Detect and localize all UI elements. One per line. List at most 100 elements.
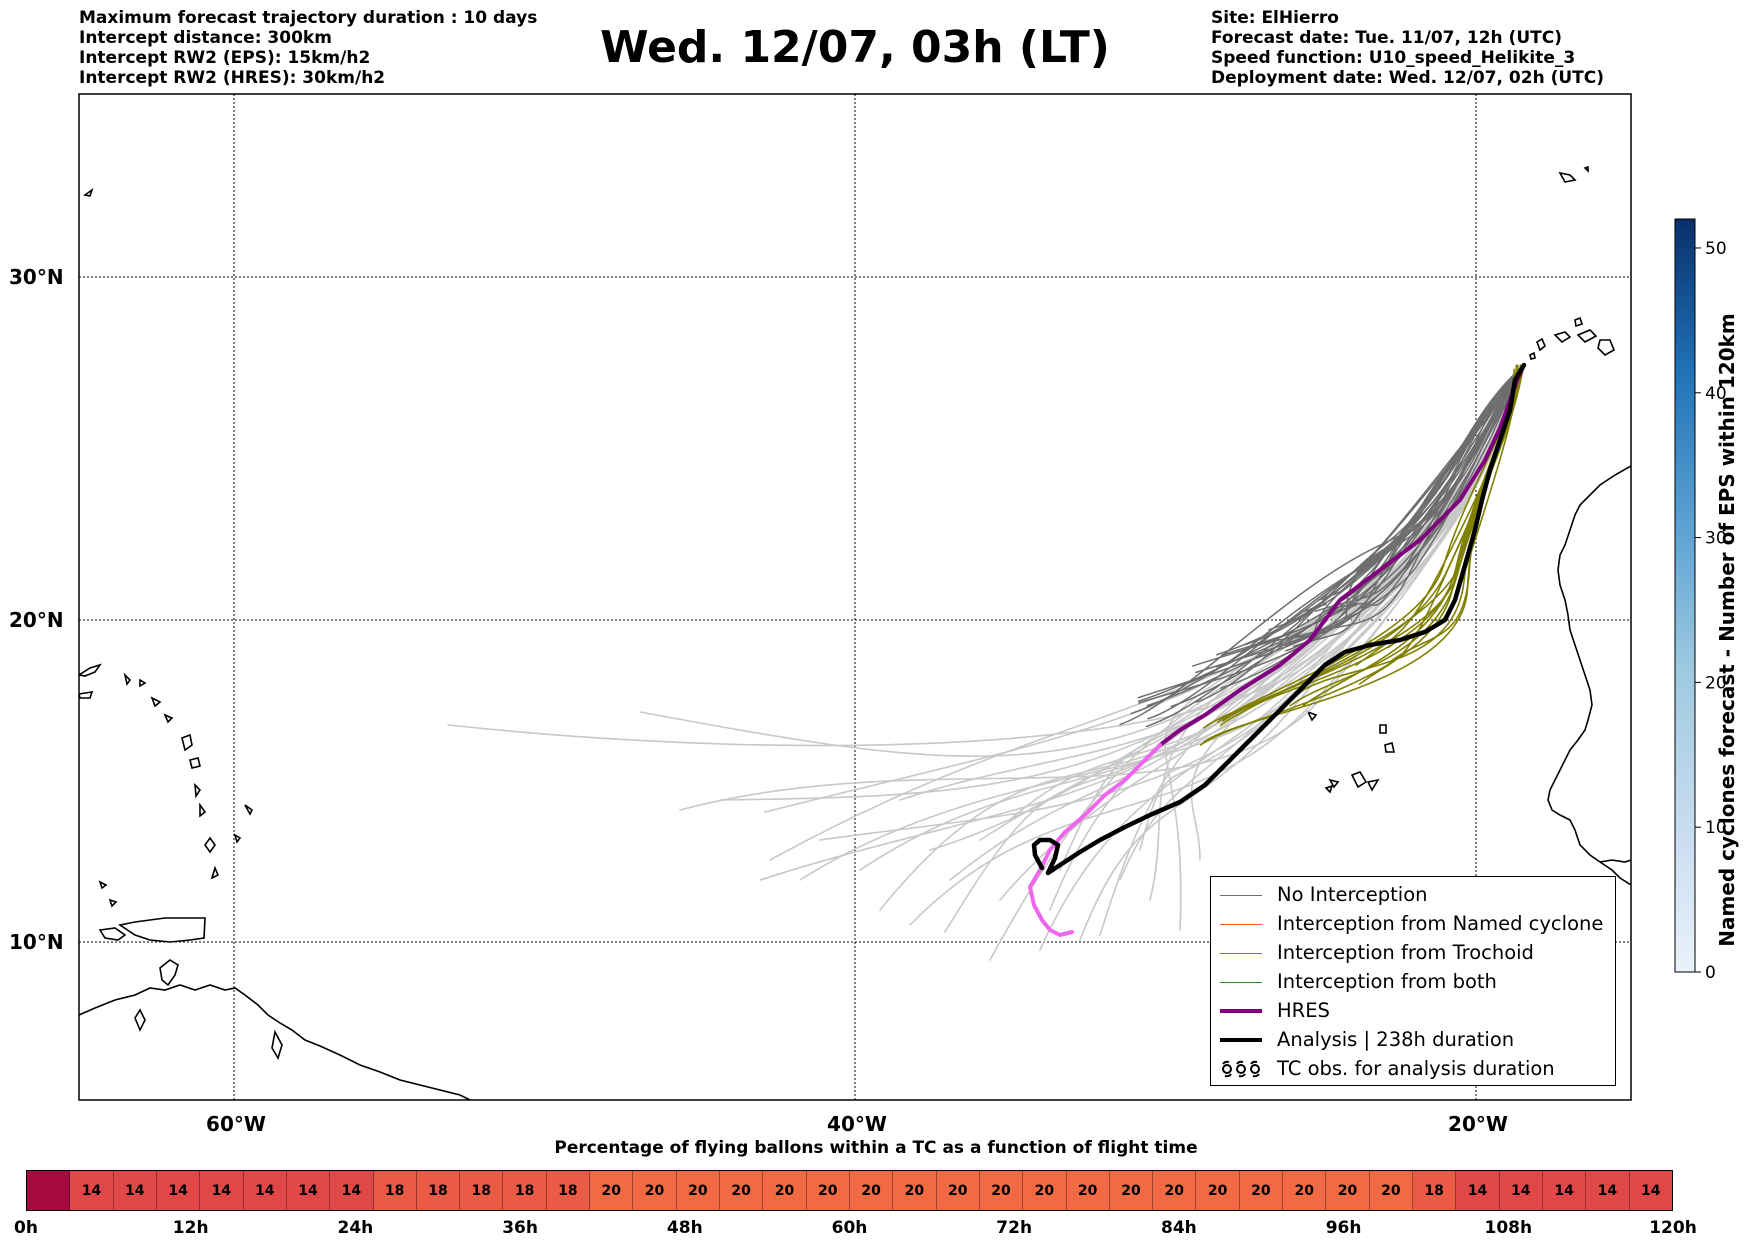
timebar-cell: 20: [720, 1171, 764, 1210]
timebar-cell: 14: [113, 1171, 157, 1210]
timebar-cell: 14: [1542, 1171, 1587, 1210]
legend-label: No Interception: [1277, 883, 1428, 906]
info-line: Speed function: U10_speed_Helikite_3: [1211, 48, 1576, 68]
legend-line-icon: [1217, 938, 1265, 967]
legend-line-icon: [1217, 996, 1265, 1025]
colorbar: 0 10 20 30 40 50: [1674, 218, 1727, 983]
trajectory-line: [1216, 367, 1521, 723]
timebar-cell: 20: [1326, 1171, 1370, 1210]
timebar-tick-label: 108h: [1484, 1218, 1533, 1238]
timebar-cell: 20: [936, 1171, 980, 1210]
timebar-cell: 14: [330, 1171, 374, 1210]
trajectory-line: [1079, 364, 1525, 941]
legend: No Interception Interception from Named …: [1210, 876, 1616, 1086]
trajectory-line: [1049, 364, 1525, 911]
lon-label-60w: 60°W: [206, 1112, 266, 1136]
trajectory-line: [1244, 364, 1525, 646]
header-info-right: Site: ElHierro Forecast date: Tue. 11/07…: [1211, 8, 1604, 88]
legend-line-icon: [1217, 880, 1265, 909]
timebar-cell: 14: [156, 1171, 201, 1210]
legend-item-both: Interception from both: [1211, 967, 1497, 996]
trajectory-line: [899, 364, 1525, 801]
timebar-cell: 18: [1413, 1171, 1457, 1210]
trajectory-line: [759, 364, 1525, 881]
info-line: Intercept distance: 300km: [79, 28, 332, 48]
trajectory-line: [1146, 364, 1525, 707]
legend-item-trochoid: Interception from Trochoid: [1211, 938, 1534, 967]
trajectory-line: [447, 364, 1525, 747]
timebar-title: Percentage of flying ballons within a TC…: [554, 1138, 1198, 1158]
legend-label: Analysis | 238h duration: [1277, 1028, 1515, 1051]
timebar-cell: 14: [1586, 1171, 1630, 1210]
timebar-tick-label: 96h: [1325, 1218, 1362, 1238]
legend-item-no-interception: No Interception: [1211, 880, 1428, 909]
info-line: Maximum forecast trajectory duration : 1…: [79, 8, 538, 28]
colorbar-title: Named cyclones forecast - Number of EPS …: [1715, 313, 1739, 947]
timebar-cell: 20: [633, 1171, 677, 1210]
timebar-tick-label: 36h: [502, 1218, 538, 1238]
info-line: Deployment date: Wed. 12/07, 02h (UTC): [1211, 68, 1605, 88]
timebar-cell: 18: [546, 1171, 591, 1210]
trajectory-line: [1039, 364, 1525, 951]
legend-label: Interception from both: [1277, 970, 1497, 993]
timebar-tick-label: 12h: [172, 1218, 209, 1238]
legend-label: Interception from Trochoid: [1277, 941, 1534, 964]
timebar-cell: 18: [503, 1171, 547, 1210]
info-line: Intercept RW2 (EPS): 15km/h2: [79, 48, 371, 68]
info-line: Site: ElHierro: [1211, 8, 1339, 28]
trajectory-line: [1221, 366, 1524, 722]
trajectory-line: [1221, 364, 1525, 657]
timebar-cell: 20: [1239, 1171, 1284, 1210]
timebar-cell: 14: [70, 1171, 114, 1210]
timebar-cell: [27, 1171, 71, 1210]
header-info-left: Maximum forecast trajectory duration : 1…: [79, 8, 537, 88]
timebar-cell: 20: [806, 1171, 850, 1210]
trajectory-line: [879, 364, 1525, 911]
timebar-cell: 20: [979, 1171, 1024, 1210]
trajectory-line: [1253, 364, 1525, 648]
colorbar-tick-label: 40: [1705, 384, 1727, 404]
timebar-cell: 20: [1369, 1171, 1413, 1210]
timebar-cell: 14: [286, 1171, 331, 1210]
timebar-cell: 14: [200, 1171, 244, 1210]
trajectory-line: [1164, 364, 1525, 931]
trajectory-line: [1293, 364, 1525, 639]
colorbar-tick-label: 0: [1705, 963, 1716, 983]
legend-line-icon: [1217, 1025, 1265, 1054]
hres-trajectory-late: [1028, 743, 1162, 937]
timebar-cell: 20: [849, 1171, 894, 1210]
timebar-tick-label: 0h: [14, 1218, 38, 1238]
lat-label-20n: 20°N: [9, 608, 64, 632]
timebar-cell: 20: [763, 1171, 807, 1210]
legend-item-tc-obs: TC obs. for analysis duration: [1211, 1054, 1555, 1083]
lat-label-10n: 10°N: [9, 930, 64, 954]
timebar-cell: 20: [1283, 1171, 1327, 1210]
lat-label-30n: 30°N: [9, 265, 64, 289]
timebar-cell: 14: [1629, 1171, 1672, 1210]
colorbar-gradient: [1674, 218, 1696, 973]
trajectories: [447, 362, 1527, 961]
legend-item-named-cyclone: Interception from Named cyclone: [1211, 909, 1603, 938]
colorbar-tick-label: 50: [1705, 239, 1727, 259]
timebar-cell: 20: [1153, 1171, 1197, 1210]
colorbar-tick-label: 10: [1705, 818, 1727, 838]
timebar-cell: 14: [243, 1171, 287, 1210]
timebar-cell: 14: [1499, 1171, 1543, 1210]
coastlines: [79, 165, 1631, 1100]
trajectory-line: [1314, 364, 1525, 613]
timebar-tick-label: 120h: [1649, 1218, 1697, 1238]
trajectory-line: [799, 364, 1525, 881]
cyclone-symbols-icon: [1217, 1054, 1265, 1083]
legend-item-analysis: Analysis | 238h duration: [1211, 1025, 1514, 1054]
timebar-cell: 20: [676, 1171, 720, 1210]
info-line: Forecast date: Tue. 11/07, 12h (UTC): [1211, 28, 1562, 48]
legend-label: TC obs. for analysis duration: [1277, 1057, 1555, 1080]
colorbar-tick-label: 20: [1705, 673, 1727, 693]
timebar-tick-label: 72h: [996, 1218, 1033, 1238]
page-title: Wed. 12/07, 03h (LT): [600, 22, 1110, 73]
legend-line-icon: [1217, 909, 1265, 938]
timebar-cell: 18: [416, 1171, 461, 1210]
timebar-cell: 18: [460, 1171, 504, 1210]
analysis-trajectory: [1031, 362, 1527, 876]
